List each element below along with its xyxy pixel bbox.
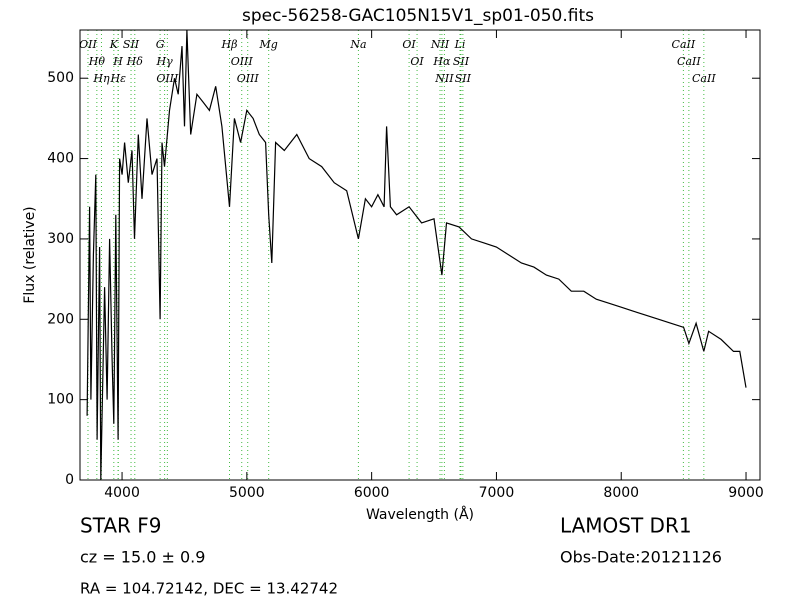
spectral-line-label: Na bbox=[349, 38, 366, 51]
object-class: STAR F9 bbox=[80, 514, 162, 538]
x-tick-label: 9000 bbox=[728, 485, 764, 501]
spectral-line-label: CaII bbox=[672, 38, 696, 51]
spectral-line-label: SII bbox=[453, 55, 470, 68]
obs-date: Obs-Date:20121126 bbox=[560, 548, 722, 567]
spectral-line-label: Li bbox=[454, 38, 466, 51]
spectral-line-label: K bbox=[109, 38, 119, 51]
redshift: cz = 15.0 ± 0.9 bbox=[80, 548, 205, 567]
spectral-line-label: H bbox=[112, 55, 123, 68]
spectral-line-label: OIII bbox=[237, 72, 260, 85]
chart-title: spec-56258-GAC105N15V1_sp01-050.fits bbox=[242, 6, 594, 26]
y-axis-label: Flux (relative) bbox=[22, 206, 38, 303]
x-tick-label: 4000 bbox=[104, 485, 140, 501]
spectral-line-label: Hη bbox=[92, 72, 110, 85]
plot-frame bbox=[79, 29, 761, 481]
spectral-line-label: Hθ bbox=[88, 55, 106, 68]
spectral-line-label: NII bbox=[434, 72, 454, 85]
y-tick-label: 100 bbox=[47, 392, 74, 408]
x-tick-label: 8000 bbox=[603, 485, 639, 501]
spectral-line-label: Hδ bbox=[126, 55, 144, 68]
y-tick-label: 200 bbox=[47, 311, 74, 327]
spectral-line-label: CaII bbox=[677, 55, 701, 68]
spectral-line-label: Hε bbox=[110, 72, 127, 85]
spectral-line-label: Mg bbox=[259, 38, 278, 51]
spectral-line-label: NII bbox=[430, 38, 450, 51]
y-tick-label: 300 bbox=[47, 231, 74, 247]
spectral-line-label: Hβ bbox=[221, 38, 238, 51]
spectral-line-label: SII bbox=[123, 38, 140, 51]
spectral-line-label: OI bbox=[410, 55, 424, 68]
y-tick-label: 400 bbox=[47, 151, 74, 167]
spectral-line-label: OIII bbox=[231, 55, 254, 68]
spectral-line-label: OI bbox=[402, 38, 416, 51]
x-tick-label: 7000 bbox=[479, 485, 515, 501]
spectral-line-label: SII bbox=[455, 72, 472, 85]
spectral-line-label: Hα bbox=[432, 55, 451, 68]
survey: LAMOST DR1 bbox=[560, 514, 692, 538]
x-tick-label: 5000 bbox=[229, 485, 265, 501]
spectral-line-label: OII bbox=[79, 38, 97, 51]
y-tick-label: 0 bbox=[65, 472, 74, 488]
spectral-line-label: G bbox=[156, 38, 165, 51]
coordinates: RA = 104.72142, DEC = 13.42742 bbox=[80, 580, 338, 598]
spectrum-line bbox=[86, 29, 747, 481]
spectral-line-label: Hγ bbox=[156, 55, 174, 68]
spectral-line-label: CaII bbox=[692, 72, 716, 85]
y-tick-label: 500 bbox=[47, 70, 74, 86]
x-tick-label: 6000 bbox=[354, 485, 390, 501]
x-axis-label: Wavelength (Å) bbox=[366, 506, 474, 523]
